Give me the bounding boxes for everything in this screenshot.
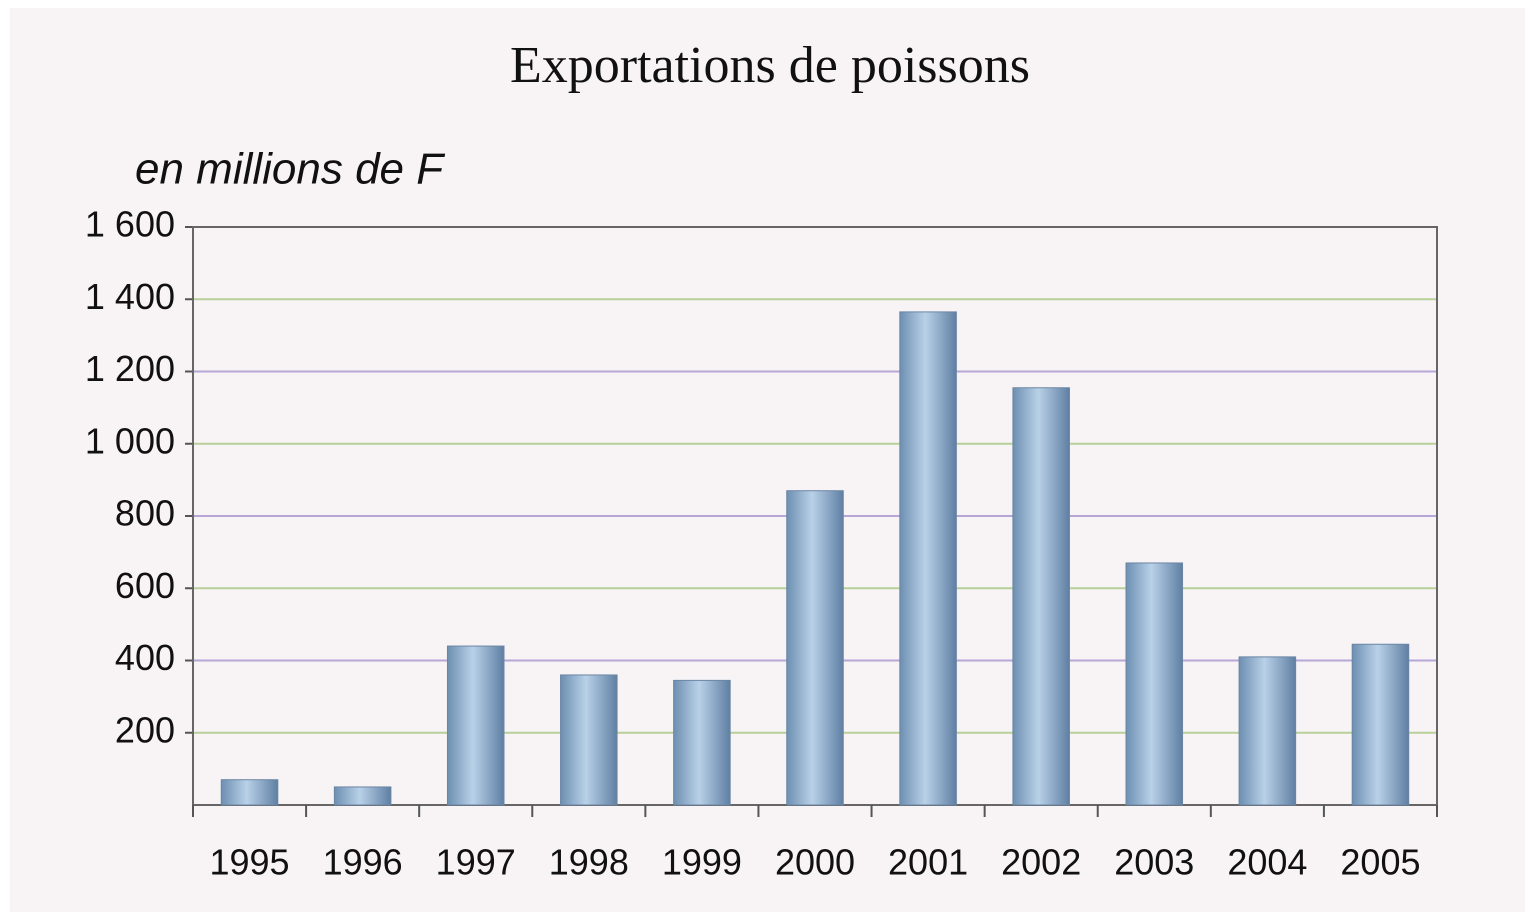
bar [786, 490, 844, 806]
x-tick-label: 1999 [662, 842, 742, 883]
bar [1012, 387, 1070, 806]
bar [1238, 656, 1297, 806]
x-tick-label: 2003 [1114, 842, 1194, 883]
x-tick-label: 2005 [1340, 842, 1420, 883]
y-tick-label: 800 [115, 493, 175, 534]
bar [220, 779, 279, 806]
x-tick-label: 1998 [549, 842, 629, 883]
bar [560, 674, 618, 806]
x-tick-label: 2000 [775, 842, 855, 883]
x-tick-label: 1997 [436, 842, 516, 883]
y-tick-label: 600 [115, 565, 175, 606]
y-tick-label: 200 [115, 709, 175, 750]
bar [899, 311, 957, 806]
x-tick-label: 2001 [888, 842, 968, 883]
y-tick-label: 1 400 [85, 276, 175, 317]
bar [446, 645, 505, 806]
bar [1351, 643, 1410, 806]
bar [673, 679, 731, 806]
y-axis-label: en millions de F [135, 145, 445, 194]
chart-title: Exportations de poissons [510, 37, 1030, 94]
x-tick-label: 1995 [209, 842, 289, 883]
x-tick-label: 2004 [1227, 842, 1307, 883]
y-tick-label: 1 000 [85, 420, 175, 461]
bar [333, 786, 392, 806]
y-tick-label: 400 [115, 637, 175, 678]
x-tick-label: 2002 [1001, 842, 1081, 883]
y-tick-label: 1 200 [85, 348, 175, 389]
y-tick-label: 1 600 [85, 204, 175, 245]
x-tick-label: 1996 [323, 842, 403, 883]
background [10, 8, 1525, 912]
bar [1125, 562, 1184, 806]
